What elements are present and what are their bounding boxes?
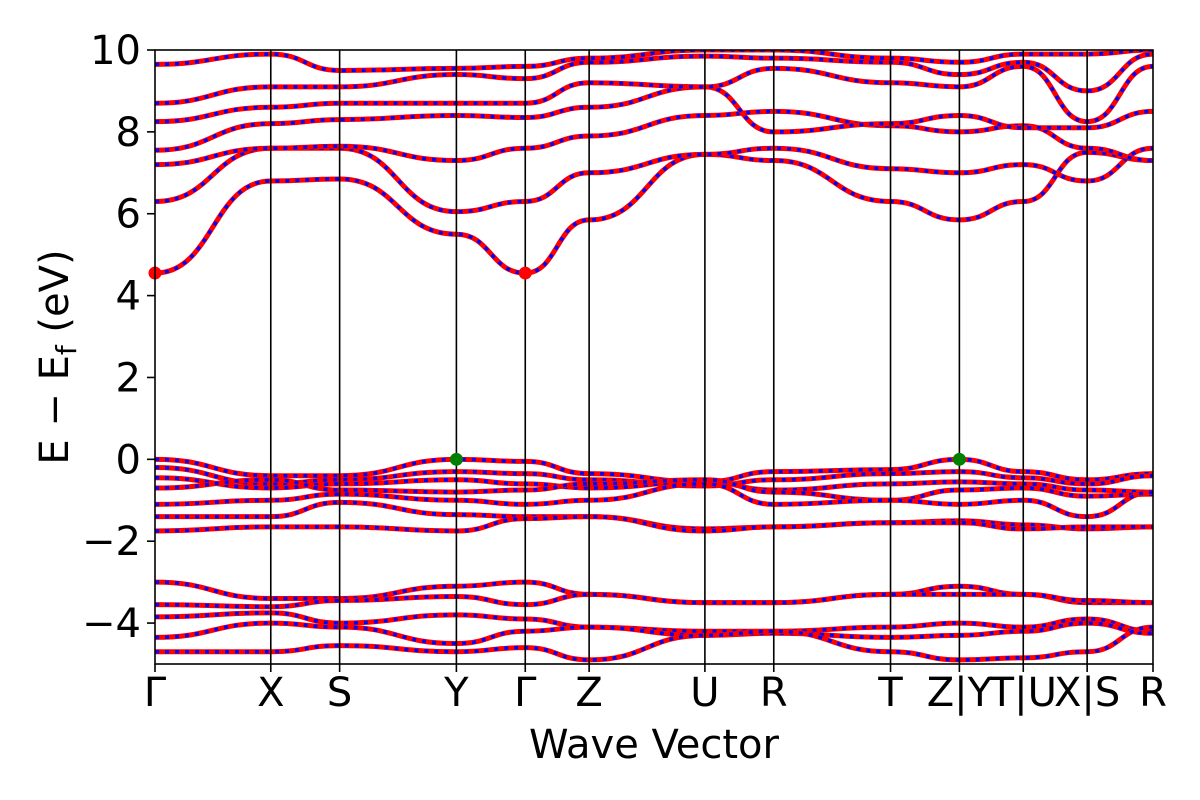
y-tick-label: −2 bbox=[82, 519, 141, 565]
band-line-spin-down-12 bbox=[155, 500, 1153, 531]
x-tick-label: R bbox=[1139, 670, 1167, 716]
band-line-spin-down-2 bbox=[155, 109, 1153, 167]
kpoint-separators bbox=[269, 50, 1088, 664]
y-tick-label: −4 bbox=[82, 601, 141, 647]
x-tick-label: Γ bbox=[144, 670, 167, 716]
y-axis-label: E − Ef (eV) bbox=[32, 249, 83, 464]
x-tick-label: R bbox=[760, 670, 788, 716]
x-tick-label: Y bbox=[443, 670, 469, 716]
cbm-marker bbox=[518, 266, 532, 280]
x-tick-label: Z|Y bbox=[927, 670, 993, 716]
band-line-spin-up-3 bbox=[155, 84, 1153, 153]
band-line-spin-up-6 bbox=[155, 50, 1153, 73]
band-line-spin-down-17 bbox=[155, 621, 1153, 646]
x-axis-ticks: Γ X S Y Γ Z U R T Z|YT|UX|S R bbox=[144, 664, 1167, 716]
x-tick-label: T|U bbox=[989, 670, 1057, 716]
x-tick-label: T bbox=[877, 670, 903, 716]
y-tick-label: 4 bbox=[116, 274, 141, 320]
band-line-spin-down-0 bbox=[155, 150, 1153, 275]
x-tick-label: S bbox=[327, 670, 352, 716]
band-line-spin-down-4 bbox=[155, 64, 1153, 124]
x-tick-label: X|S bbox=[1054, 670, 1120, 716]
band-line-spin-down-16 bbox=[155, 611, 1153, 634]
y-tick-label: 8 bbox=[116, 110, 141, 156]
x-tick-label: U bbox=[690, 670, 719, 716]
y-axis-ticks: −4 −2 0 2 4 6 8 10 bbox=[82, 28, 155, 647]
y-tick-label: 6 bbox=[116, 192, 141, 238]
band-lines bbox=[155, 50, 1153, 663]
y-axis-label-unit: (eV) bbox=[32, 249, 78, 345]
y-tick-label: 0 bbox=[116, 437, 141, 483]
plot-frame bbox=[154, 49, 1154, 665]
band-line-spin-up-0 bbox=[155, 149, 1153, 276]
band-line-spin-down-18 bbox=[155, 625, 1153, 662]
vbm-marker bbox=[952, 452, 966, 466]
x-tick-label: Γ bbox=[514, 670, 537, 716]
band-line-spin-up-10 bbox=[155, 477, 1153, 503]
band-line-spin-down-8 bbox=[155, 465, 1153, 488]
y-tick-label: 2 bbox=[116, 355, 141, 401]
y-axis-label-main: E − E bbox=[32, 355, 78, 465]
x-tick-label: Z bbox=[575, 670, 602, 716]
y-tick-label: 10 bbox=[90, 28, 141, 74]
band-line-spin-down-1 bbox=[155, 146, 1153, 214]
x-axis-label: Wave Vector bbox=[529, 722, 780, 768]
y-axis-label-subscript: f bbox=[50, 344, 83, 355]
vbm-marker bbox=[449, 452, 463, 466]
x-tick-label: X bbox=[257, 670, 284, 716]
band-line-spin-down-15 bbox=[155, 592, 1153, 609]
band-edge-markers bbox=[148, 266, 966, 466]
